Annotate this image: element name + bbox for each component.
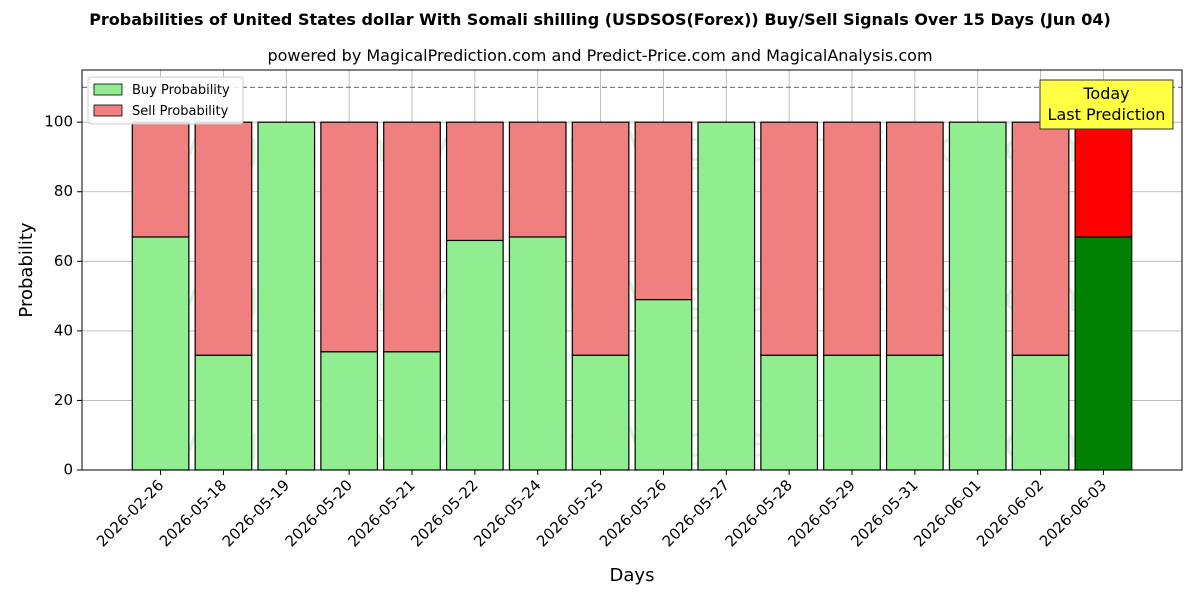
y-tick-label: 20	[54, 391, 73, 409]
sell-bar	[508, 121, 567, 238]
sell-bar	[634, 121, 693, 301]
buy-bar	[697, 121, 756, 471]
x-tick-label: 2026-06-03	[1036, 476, 1110, 550]
sell-bar	[885, 121, 944, 356]
bar-layer	[131, 121, 1133, 471]
legend-label: Buy Probability	[132, 83, 230, 98]
buy-bar	[885, 354, 944, 471]
buy-bar	[823, 354, 881, 471]
sell-bar	[571, 121, 630, 356]
y-tick-label: 60	[54, 252, 73, 270]
buy-bar	[634, 298, 693, 471]
buy-bar	[320, 351, 379, 471]
buy-bar	[131, 236, 190, 471]
buy-bar	[760, 354, 819, 471]
plot-frame	[81, 69, 1183, 471]
legend-swatch	[93, 104, 123, 117]
sell-bar	[194, 121, 253, 356]
y-tick-label: 80	[54, 182, 73, 200]
annotation-box	[1039, 79, 1174, 130]
buy-bar	[1011, 354, 1070, 471]
sell-bar	[320, 121, 379, 353]
legend-box	[87, 76, 244, 125]
x-axis-label: Days	[610, 565, 655, 586]
sell-bar	[1074, 121, 1133, 238]
annotation-text: Last Prediction	[1048, 105, 1166, 124]
sell-bar	[131, 121, 190, 238]
sell-bar	[823, 121, 881, 356]
buy-bar	[257, 121, 316, 471]
buy-bar	[194, 354, 253, 471]
legend-label: Sell Probability	[132, 104, 229, 119]
y-tick-label: 100	[44, 113, 73, 131]
y-tick-label: 40	[54, 321, 73, 339]
chart-title: Probabilities of United States dollar Wi…	[89, 10, 1111, 29]
buy-bar	[1074, 236, 1133, 471]
sell-bar	[445, 121, 504, 242]
buy-bar	[571, 354, 630, 471]
sell-bar	[383, 121, 441, 353]
buy-bar	[948, 121, 1007, 471]
sell-bar	[760, 121, 819, 356]
today-annotation: Today Last Prediction	[1039, 79, 1174, 130]
buy-bar	[508, 236, 567, 471]
buy-bar	[445, 239, 504, 471]
sell-bar	[1011, 121, 1070, 356]
legend: Buy Probability Sell Probability	[87, 76, 244, 125]
y-tick-label: 0	[63, 461, 73, 479]
chart-subtitle: powered by MagicalPrediction.com and Pre…	[267, 46, 933, 65]
y-axis-label: Probability	[16, 222, 37, 317]
buy-bar	[383, 351, 441, 471]
annotation-text: Today	[1082, 84, 1129, 103]
legend-swatch	[93, 83, 123, 96]
